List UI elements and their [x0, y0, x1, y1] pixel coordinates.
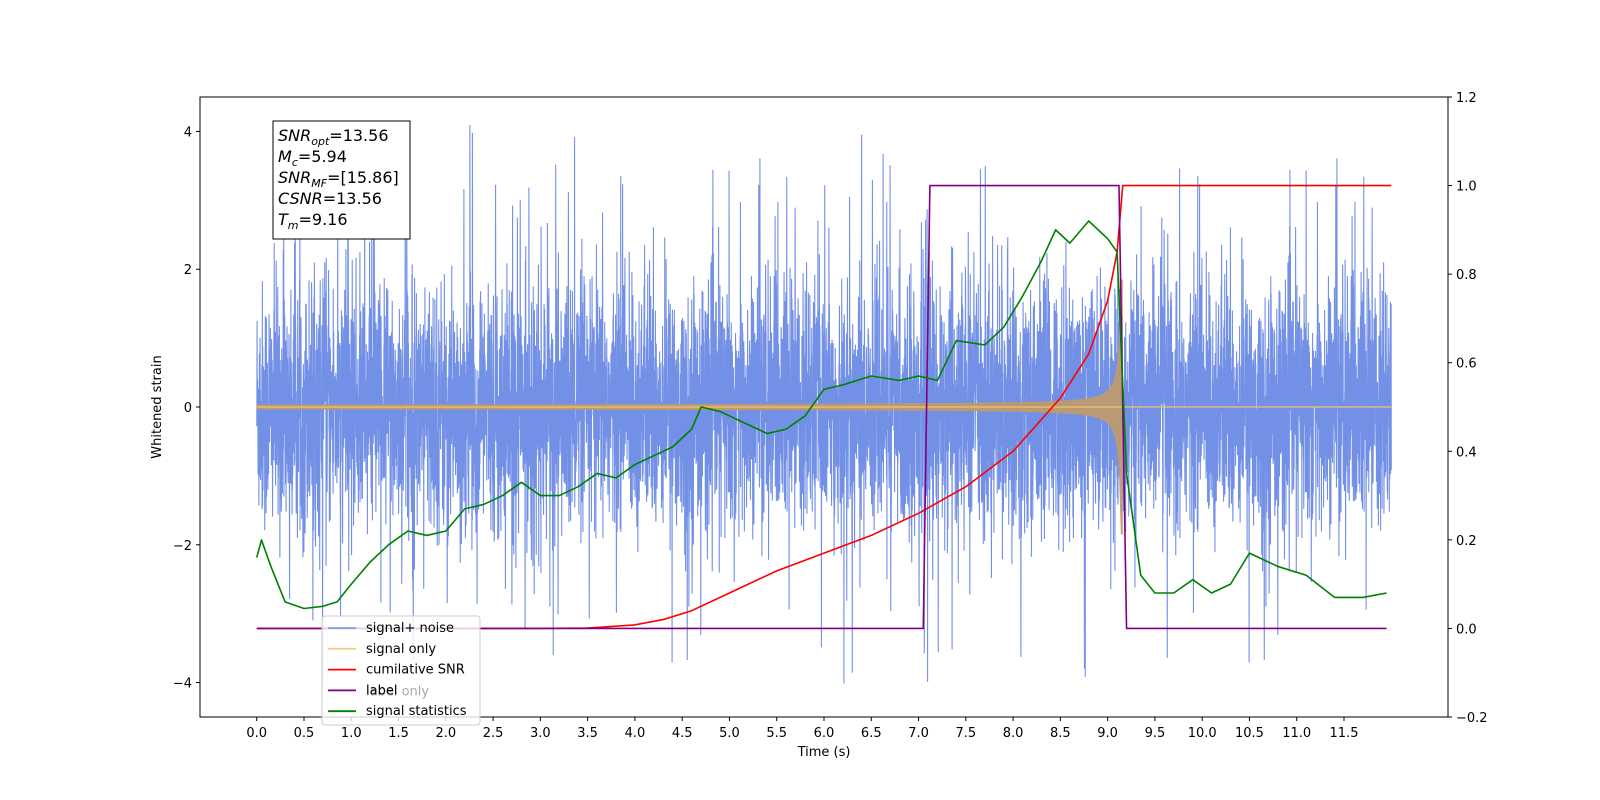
x-tick-label: 1.5	[388, 726, 409, 741]
info-box: SNRopt=13.56Mc=5.94SNRMF=[15.86]CSNR=13.…	[272, 120, 411, 240]
x-tick-label: 11.5	[1330, 726, 1359, 741]
info-line-value: =5.94	[298, 147, 347, 166]
x-tick-label: 0.0	[246, 726, 267, 741]
series-signal-noise-line	[256, 124, 1392, 687]
info-line-name: T	[278, 210, 289, 229]
info-line-name: CSNR	[278, 189, 323, 208]
info-line: Tm=9.16	[278, 210, 348, 232]
info-line-subscript: m	[288, 219, 299, 232]
x-tick-label: 10.0	[1188, 726, 1217, 741]
legend-label: signal+ noise	[366, 621, 454, 636]
x-tick-label: 6.0	[814, 726, 835, 741]
y-tick-label: 2	[184, 263, 192, 278]
y-tick-label: −2	[173, 539, 192, 554]
x-tick-label: 5.0	[719, 726, 740, 741]
y-axis-label: Whitened strain	[150, 355, 165, 458]
legend-label-overlapped: label only	[366, 684, 429, 699]
series-cumulative-snr-line	[256, 184, 1392, 630]
info-line: CSNR=13.56	[278, 189, 382, 208]
x-tick-label: 10.5	[1235, 726, 1264, 741]
x-tick-label: 1.0	[341, 726, 362, 741]
x-tick-label: 8.0	[1003, 726, 1024, 741]
series-label-line	[256, 184, 1387, 630]
x-axis: 0.0 0.5 1.0 1.5 2.0 2.5 3.0 3.5 4.0 4.5 5.0 5.5 6.0 6…	[246, 717, 1358, 741]
x-tick-label: 4.5	[672, 726, 693, 741]
info-line-value: =13.56	[329, 126, 388, 145]
y2-tick-label: 0.0	[1456, 622, 1477, 637]
legend: signal+ noise signal only cumilative SNR la…	[321, 615, 481, 726]
info-line-name: M	[278, 147, 292, 166]
x-tick-label: 7.0	[908, 726, 929, 741]
x-tick-label: 7.5	[955, 726, 976, 741]
x-tick-label: 2.0	[435, 726, 456, 741]
x-tick-label: 9.5	[1145, 726, 1166, 741]
y-tick-label: 4	[184, 125, 192, 140]
y-axis-right: 1.2 1.0 0.8 0.6 0.4 0.2 0.0 −0.2	[1448, 91, 1488, 726]
legend-label: cumilative SNR	[366, 663, 465, 678]
info-line-name: SNR	[278, 168, 311, 187]
x-tick-label: 5.5	[766, 726, 787, 741]
legend-label: signal only	[366, 642, 436, 657]
x-tick-label: 11.0	[1282, 726, 1311, 741]
y-axis-left: 4 2 0 −2 −4	[173, 125, 200, 692]
legend-label: signal statistics	[366, 704, 467, 719]
y2-tick-label: 1.2	[1456, 91, 1477, 106]
info-line: SNRopt=13.56	[278, 126, 389, 148]
x-axis-label: Time (s)	[797, 745, 851, 760]
x-tick-label: 6.5	[861, 726, 882, 741]
x-tick-label: 9.0	[1097, 726, 1118, 741]
info-line: Mc=5.94	[278, 147, 347, 169]
legend-label: label	[366, 683, 397, 698]
info-line: SNRMF=[15.86]	[278, 168, 399, 190]
y-tick-label: 0	[184, 401, 192, 416]
info-line-subscript: opt	[311, 135, 330, 148]
y-tick-label: −4	[173, 677, 192, 692]
x-tick-label: 4.0	[625, 726, 646, 741]
y2-tick-label: 0.8	[1456, 268, 1477, 283]
info-line-value: =[15.86]	[327, 168, 399, 187]
y2-tick-label: 0.2	[1456, 534, 1477, 549]
info-line-value: =9.16	[299, 210, 348, 229]
info-line-name: SNR	[278, 126, 311, 145]
x-tick-label: 3.0	[530, 726, 551, 741]
x-tick-label: 2.5	[483, 726, 504, 741]
x-tick-label: 8.5	[1050, 726, 1071, 741]
y2-tick-label: 0.6	[1456, 357, 1477, 372]
series-signal-statistics-line	[255, 220, 1387, 610]
y2-tick-label: 0.4	[1456, 445, 1477, 460]
info-line-subscript: c	[292, 156, 298, 169]
plot-data	[255, 124, 1392, 687]
x-tick-label: 3.5	[577, 726, 598, 741]
x-tick-label: 0.5	[294, 726, 315, 741]
info-line-value: =13.56	[323, 189, 382, 208]
info-line-subscript: MF	[311, 177, 327, 190]
y2-tick-label: 1.0	[1456, 180, 1477, 195]
y2-tick-label: −0.2	[1456, 711, 1488, 726]
